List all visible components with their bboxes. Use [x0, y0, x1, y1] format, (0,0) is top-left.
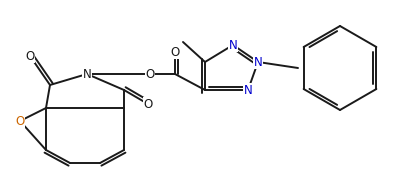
- Text: O: O: [143, 97, 152, 110]
- Text: O: O: [15, 115, 25, 127]
- Text: N: N: [229, 39, 237, 52]
- Text: N: N: [83, 68, 91, 81]
- Text: O: O: [25, 49, 35, 62]
- Text: N: N: [254, 55, 262, 68]
- Text: O: O: [170, 46, 180, 59]
- Text: N: N: [243, 84, 253, 97]
- Text: O: O: [145, 68, 154, 81]
